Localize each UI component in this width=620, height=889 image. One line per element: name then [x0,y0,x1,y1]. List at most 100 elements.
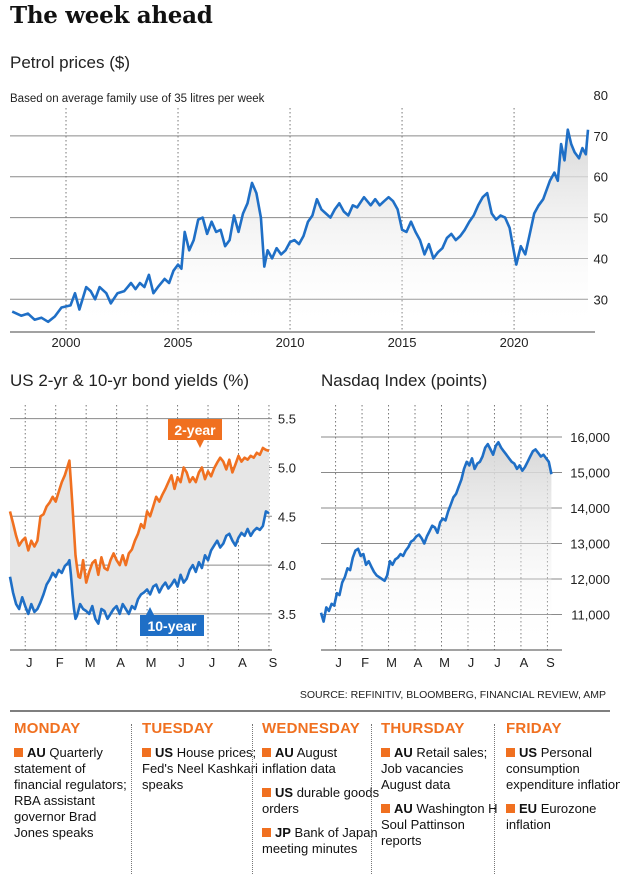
y-tick-label: 4.0 [278,558,296,573]
column-divider [252,724,253,874]
item-text: Eurozone inflation [506,801,597,832]
y-tick-label: 30 [594,292,608,307]
y-tick-label: 13,000 [570,536,610,551]
column-divider [494,724,495,874]
bullet-square-icon [506,748,515,757]
area-fill [321,442,552,650]
x-tick-label: S [546,655,555,670]
item-tag: AU [27,745,46,760]
item-text: durable goods orders [262,785,380,816]
y-tick-label: 11,000 [571,607,610,622]
tuesday-item: US House prices; Fed's Neel Kashkari spe… [142,745,262,793]
column-divider [371,724,372,874]
legend-tag-10-year [140,615,204,636]
x-tick-label: 2015 [388,335,417,350]
y-tick-label: 50 [594,211,608,226]
chart-title: Petrol prices ($) [10,53,130,72]
friday-item: EU Eurozone inflation [506,801,620,833]
wednesday-item: AU August inflation data [262,745,382,777]
x-tick-label: S [269,655,278,670]
y-tick-label: 4.5 [278,509,296,524]
item-text: Personal consumption expenditure inflati… [506,745,620,792]
item-text: Bank of Japan meeting minutes [262,825,378,856]
item-text: Washington H Soul Pattinson reports [381,801,498,848]
bullet-square-icon [262,788,271,797]
x-tick-label: M [146,655,157,670]
x-tick-label: J [209,655,216,670]
bullet-square-icon [381,804,390,813]
x-tick-label: J [178,655,185,670]
y-tick-label: 5.5 [278,412,296,427]
x-tick-label: M [386,655,397,670]
item-tag: EU [519,801,538,816]
item-tag: AU [275,745,294,760]
thursday-heading: THURSDAY [381,720,465,737]
bullet-square-icon [381,748,390,757]
legend-pointer [146,607,154,615]
series-line-2-year [8,446,270,584]
x-tick-label: 2000 [52,335,81,350]
x-tick-label: A [520,655,529,670]
item-text: Quarterly statement of financial regulat… [14,745,127,840]
wednesday-item: JP Bank of Japan meeting minutes [262,825,382,857]
chart-title: Nasdaq Index (points) [321,371,487,390]
thursday-item: AU Retail sales; Job vacancies August da… [381,745,501,793]
y-tick-label: 70 [594,129,608,144]
y-tick-label: 3.5 [278,607,296,622]
tuesday-heading: TUESDAY [142,720,214,737]
y-tick-label: 60 [594,170,608,185]
x-tick-label: 2020 [500,335,529,350]
x-tick-label: J [26,655,33,670]
chart-title: US 2-yr & 10-yr bond yields (%) [10,371,249,390]
legend-label-10-year: 10-year [147,618,197,634]
y-tick-label: 16,000 [570,430,610,445]
bullet-square-icon [262,828,271,837]
y-tick-label: 14,000 [570,501,610,516]
item-text: Retail sales; Job vacancies August data [381,745,488,792]
x-tick-label: J [494,655,501,670]
x-tick-label: A [414,655,423,670]
source-note: SOURCE: REFINITIV, BLOOMBERG, FINANCIAL … [300,689,606,701]
chart-subtitle: Based on average family use of 35 litres… [10,93,265,105]
legend-pointer [196,440,204,448]
y-tick-label: 80 [594,88,608,103]
charts-canvas: Petrol prices ($) 30 40 50 60 70 80 Based on av… [8,53,610,712]
bullet-square-icon [142,748,151,757]
x-tick-label: M [85,655,96,670]
spread-band [10,447,269,624]
bullet-square-icon [14,748,23,757]
monday-item: AU Quarterly statement of financial regu… [14,745,134,841]
series-line [319,441,553,623]
wednesday-item: US durable goods orders [262,785,382,817]
item-text: August inflation data [262,745,338,776]
item-text: House prices; Fed's Neel Kashkari speaks [142,745,258,792]
y-tick-label: 12,000 [570,572,610,587]
thursday-item: AU Washington H Soul Pattinson reports [381,801,501,849]
series-line [11,128,590,324]
y-tick-label: 15,000 [570,465,610,480]
x-tick-label: A [238,655,247,670]
y-tick-label: 5.0 [278,460,296,475]
item-tag: US [275,785,294,800]
x-tick-label: J [335,655,342,670]
y-tick-label: 40 [594,251,608,266]
monday-heading: MONDAY [14,720,81,737]
friday-item: US Personal consumption expenditure infl… [506,745,620,793]
item-tag: AU [394,801,413,816]
x-tick-label: F [56,655,64,670]
legend-label-2-year: 2-year [174,422,216,438]
x-tick-label: J [468,655,475,670]
wednesday-column: WEDNESDAY AU August inflation data US du… [262,720,382,857]
page-title: The week ahead [10,2,213,29]
legend-tag-2-year [168,419,222,440]
monday-column: MONDAY AU Quarterly statement of financi… [14,720,134,841]
item-tag: US [155,745,174,760]
x-tick-label: F [361,655,369,670]
item-tag: AU [394,745,413,760]
item-tag: JP [275,825,291,840]
friday-column: FRIDAY US Personal consumption expenditu… [506,720,620,833]
area-fill [12,129,588,332]
x-tick-label: 2010 [276,335,305,350]
wednesday-heading: WEDNESDAY [262,720,360,737]
item-tag: US [519,745,538,760]
